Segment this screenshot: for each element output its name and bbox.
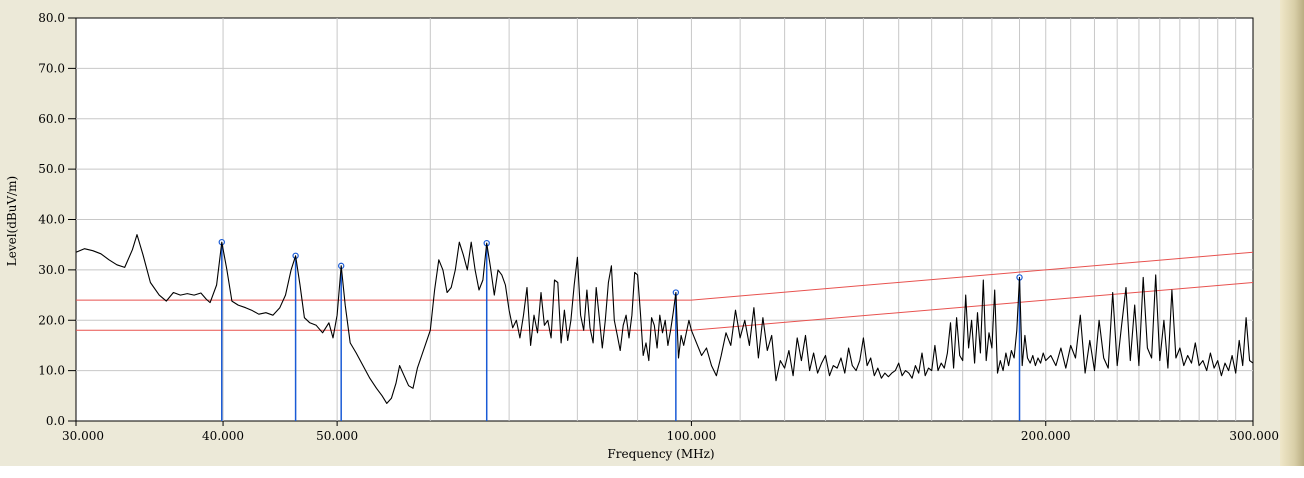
y-tick-label: 10.0 (38, 364, 65, 378)
side-panel-edge (1280, 0, 1304, 466)
limit-line-upper (76, 251, 1254, 301)
y-tick-label: 30.0 (38, 263, 65, 277)
y-tick-label: 50.0 (38, 162, 65, 176)
y-axis-label: Level(dBuV/m) (5, 176, 19, 266)
x-axis-label: Frequency (MHz) (607, 447, 714, 461)
measured-trace-line (75, 234, 1254, 404)
trace-layer (75, 234, 1254, 404)
y-tick-label: 20.0 (38, 313, 65, 327)
grid (76, 18, 1253, 421)
y-tick-label: 60.0 (38, 112, 65, 126)
x-tick-label: 200.000 (1021, 429, 1071, 443)
x-tick-label: 30.000 (62, 429, 104, 443)
y-tick-label: 80.0 (38, 11, 65, 25)
y-tick-label: 70.0 (38, 61, 65, 75)
y-tick-label: 40.0 (38, 213, 65, 227)
tick-labels: 0.0 10.0 20.0 30.0 40.0 50.0 60.0 70.0 80.0 30.00… (38, 11, 1279, 443)
y-tick-label: 0.0 (46, 414, 65, 428)
x-tick-label: 100.000 (667, 429, 717, 443)
peak-markers (218, 238, 1023, 421)
x-tick-label: 50.000 (316, 429, 358, 443)
x-tick-label: 40.000 (202, 429, 244, 443)
x-tick-label: 300.000 (1229, 429, 1279, 443)
